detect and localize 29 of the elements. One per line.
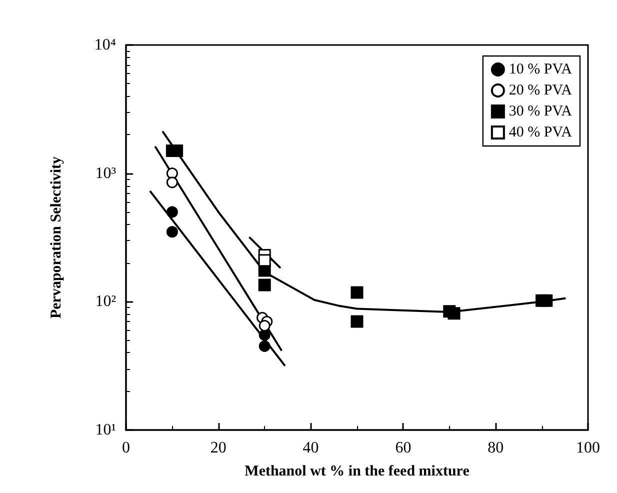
- y-tick-label: 10²: [95, 293, 116, 310]
- y-tick-label: 10¹: [95, 422, 116, 438]
- point: [258, 340, 270, 352]
- point: [258, 278, 271, 292]
- point: [258, 254, 271, 267]
- point: [258, 320, 270, 332]
- point: [350, 286, 364, 299]
- x-tick-label: 100: [576, 440, 600, 456]
- x-tick-label: 60: [395, 440, 412, 456]
- y-tick-label: 10⁴: [94, 36, 116, 54]
- y-axis-title: Pervaporation Selectivity: [48, 156, 64, 319]
- legend-label: 40 % PVA: [508, 124, 572, 140]
- x-axis-title: Methanol wt % in the feed mixture: [244, 464, 470, 480]
- point: [540, 294, 553, 307]
- point: [448, 307, 460, 320]
- x-tick-label: 80: [488, 440, 504, 456]
- point: [350, 315, 364, 328]
- point: [258, 329, 270, 341]
- point: [166, 176, 178, 188]
- y-tick-label: 10³: [95, 164, 116, 182]
- legend-label: 10 % PVA: [508, 62, 572, 78]
- x-tick-label: 20: [210, 440, 226, 456]
- legend-label: 30 % PVA: [508, 104, 572, 120]
- x-tick-label: 40: [302, 440, 319, 456]
- legend-label: 20 % PVA: [508, 82, 572, 98]
- point: [166, 206, 178, 218]
- x-tick-label: 0: [122, 440, 130, 456]
- point: [166, 168, 178, 180]
- point: [166, 226, 178, 238]
